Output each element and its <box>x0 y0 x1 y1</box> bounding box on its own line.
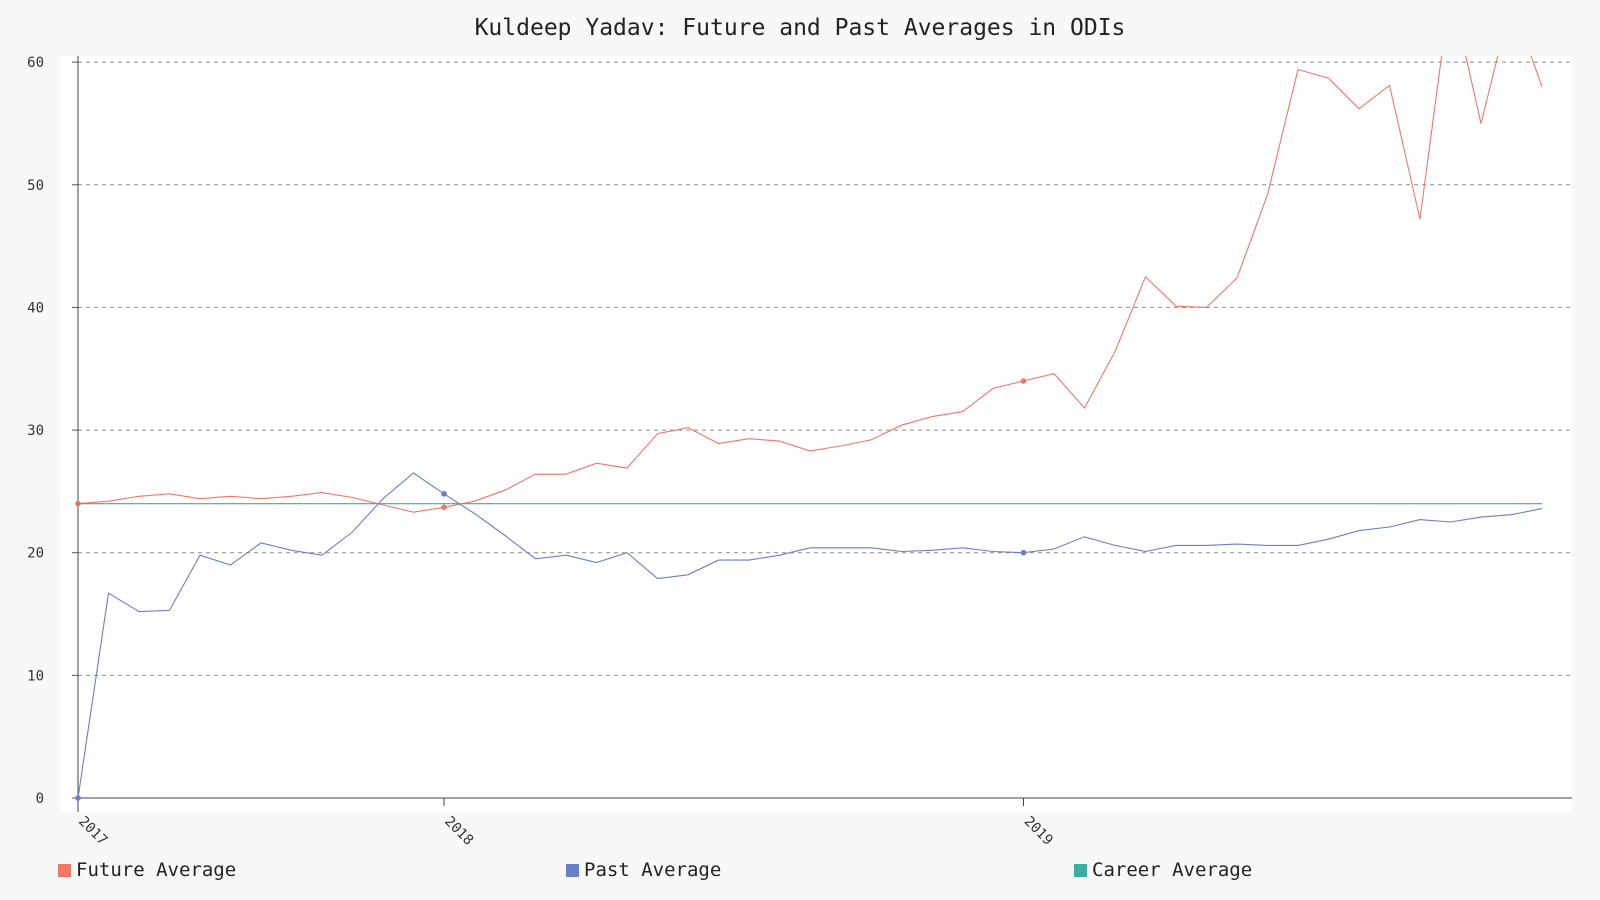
y-tick-label-30: 30 <box>27 423 44 439</box>
series-point-past-average-12 <box>441 491 447 497</box>
legend-swatch-past-average <box>566 864 579 877</box>
series-point-future-average-12 <box>441 504 447 511</box>
x-tick-label-2019: 2019 <box>1021 814 1056 849</box>
legend-label-future-average: Future Average <box>76 859 236 881</box>
legend[interactable]: Future Average Past Average Career Average <box>58 859 1252 881</box>
gridlines <box>78 61 1572 676</box>
x-tick-label-2018: 2018 <box>441 814 476 849</box>
y-tick-label-10: 10 <box>27 668 44 684</box>
y-tick-label-50: 50 <box>27 178 44 194</box>
chart-title: Kuldeep Yadav: Future and Past Averages … <box>475 15 1126 41</box>
legend-swatch-future-average <box>58 864 71 877</box>
y-tick-label-60: 60 <box>27 55 44 71</box>
legend-label-past-average: Past Average <box>584 859 721 881</box>
series-point-past-average-31 <box>1020 549 1027 556</box>
series-line-past-average <box>77 472 1543 799</box>
y-tick-label-40: 40 <box>27 300 44 316</box>
series-layer <box>75 56 1543 801</box>
series-point-past-average-0 <box>75 795 81 801</box>
plot-area <box>60 56 1572 812</box>
y-tick-label-0: 0 <box>36 791 44 807</box>
series-point-future-average-31 <box>1020 378 1027 384</box>
legend-swatch-career-average <box>1074 864 1087 877</box>
x-tick-label-2017: 2017 <box>75 814 110 849</box>
legend-label-career-average: Career Average <box>1092 859 1252 881</box>
series-line-future-average <box>77 56 1543 513</box>
y-tick-label-20: 20 <box>27 546 44 562</box>
